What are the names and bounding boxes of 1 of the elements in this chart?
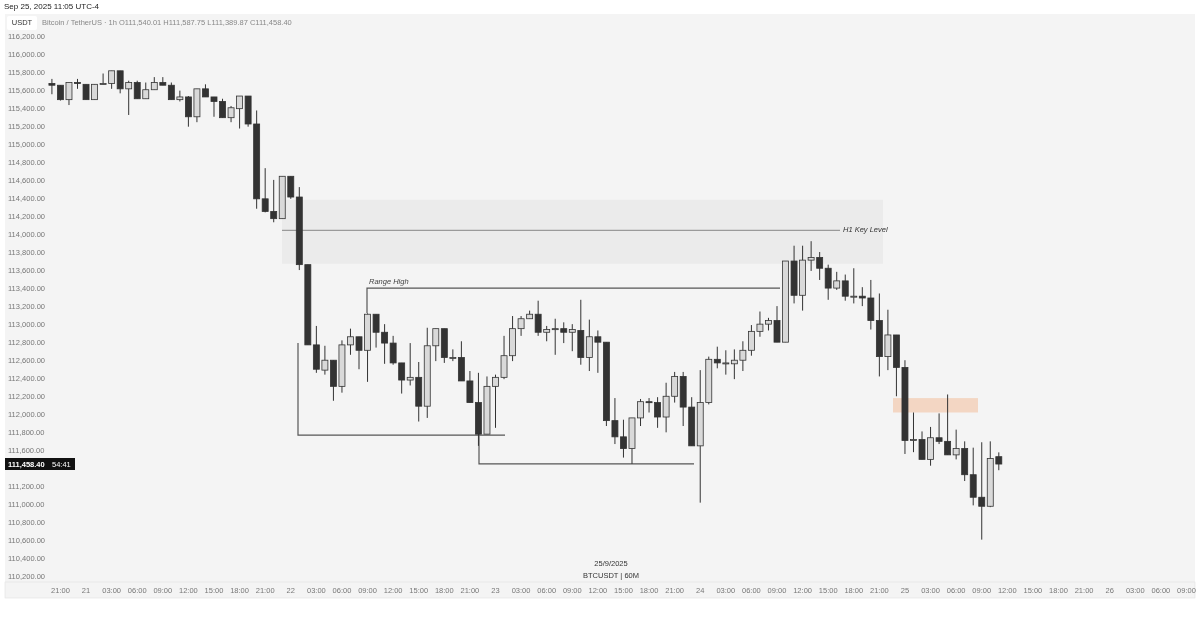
chart-title: Sep 25, 2025 11:05 UTC-4 — [4, 2, 100, 11]
